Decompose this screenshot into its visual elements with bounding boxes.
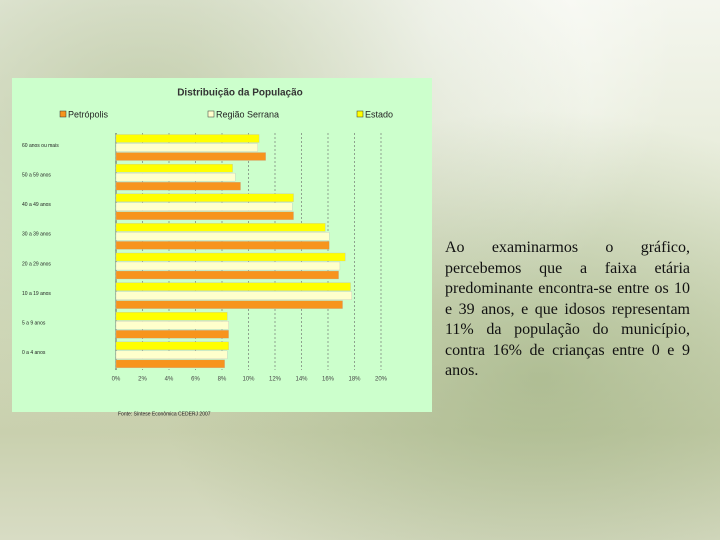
bar xyxy=(115,223,326,232)
bar xyxy=(115,172,236,182)
bar xyxy=(115,232,330,241)
x-tick-label: 18% xyxy=(348,377,361,383)
bar xyxy=(115,134,260,143)
x-tick-label: 10% xyxy=(242,377,255,383)
legend-swatch xyxy=(207,110,215,118)
bar xyxy=(115,252,346,262)
y-tick-label: 30 a 39 anos xyxy=(22,232,51,238)
bar xyxy=(115,143,258,152)
x-tick-label: 16% xyxy=(322,377,335,383)
bar xyxy=(115,211,294,220)
bar xyxy=(115,270,339,280)
y-tick-label: 5 a 9 anos xyxy=(22,321,46,327)
y-tick-label: 50 a 59 anos xyxy=(22,172,51,178)
legend-label: Região Serrana xyxy=(216,109,279,119)
x-tick-label: 12% xyxy=(269,377,282,383)
source: Fonte: Síntese Econômica CEDERJ 2007 xyxy=(118,411,211,417)
slide-text: Ao examinarmos o gráfico, percebemos que… xyxy=(445,239,690,379)
bar xyxy=(115,282,351,291)
bar xyxy=(115,163,233,173)
x-tick-label: 2% xyxy=(138,377,147,383)
x-tick-label: 8% xyxy=(218,377,227,383)
bar xyxy=(115,193,294,202)
legend-swatch xyxy=(356,110,364,118)
bar xyxy=(115,312,228,321)
bar xyxy=(115,321,229,330)
legend-label: Estado xyxy=(365,109,393,119)
x-tick-label: 0% xyxy=(112,377,121,383)
bar xyxy=(115,300,343,309)
x-tick-label: 20% xyxy=(375,377,388,383)
y-tick-label: 60 anos ou mais xyxy=(22,143,59,149)
legend-swatch xyxy=(59,110,67,118)
bar xyxy=(115,330,229,339)
bar xyxy=(115,181,241,191)
x-tick-label: 6% xyxy=(191,377,200,383)
x-tick-label: 4% xyxy=(165,377,174,383)
bar xyxy=(115,359,225,369)
x-tick-label: 14% xyxy=(295,377,308,383)
y-tick-label: 20 a 29 anos xyxy=(22,261,51,267)
bar xyxy=(115,291,353,300)
y-tick-label: 10 a 19 anos xyxy=(22,291,51,297)
bar xyxy=(115,261,341,271)
chart-title: Distribuição da População xyxy=(177,88,303,99)
y-tick-label: 40 a 49 anos xyxy=(22,202,51,208)
bar xyxy=(115,152,266,161)
bar xyxy=(115,350,228,360)
bar xyxy=(115,202,293,211)
bar xyxy=(115,341,229,351)
legend-label: Petrópolis xyxy=(68,109,109,119)
bar xyxy=(115,241,330,250)
y-tick-label: 0 a 4 anos xyxy=(22,350,46,356)
